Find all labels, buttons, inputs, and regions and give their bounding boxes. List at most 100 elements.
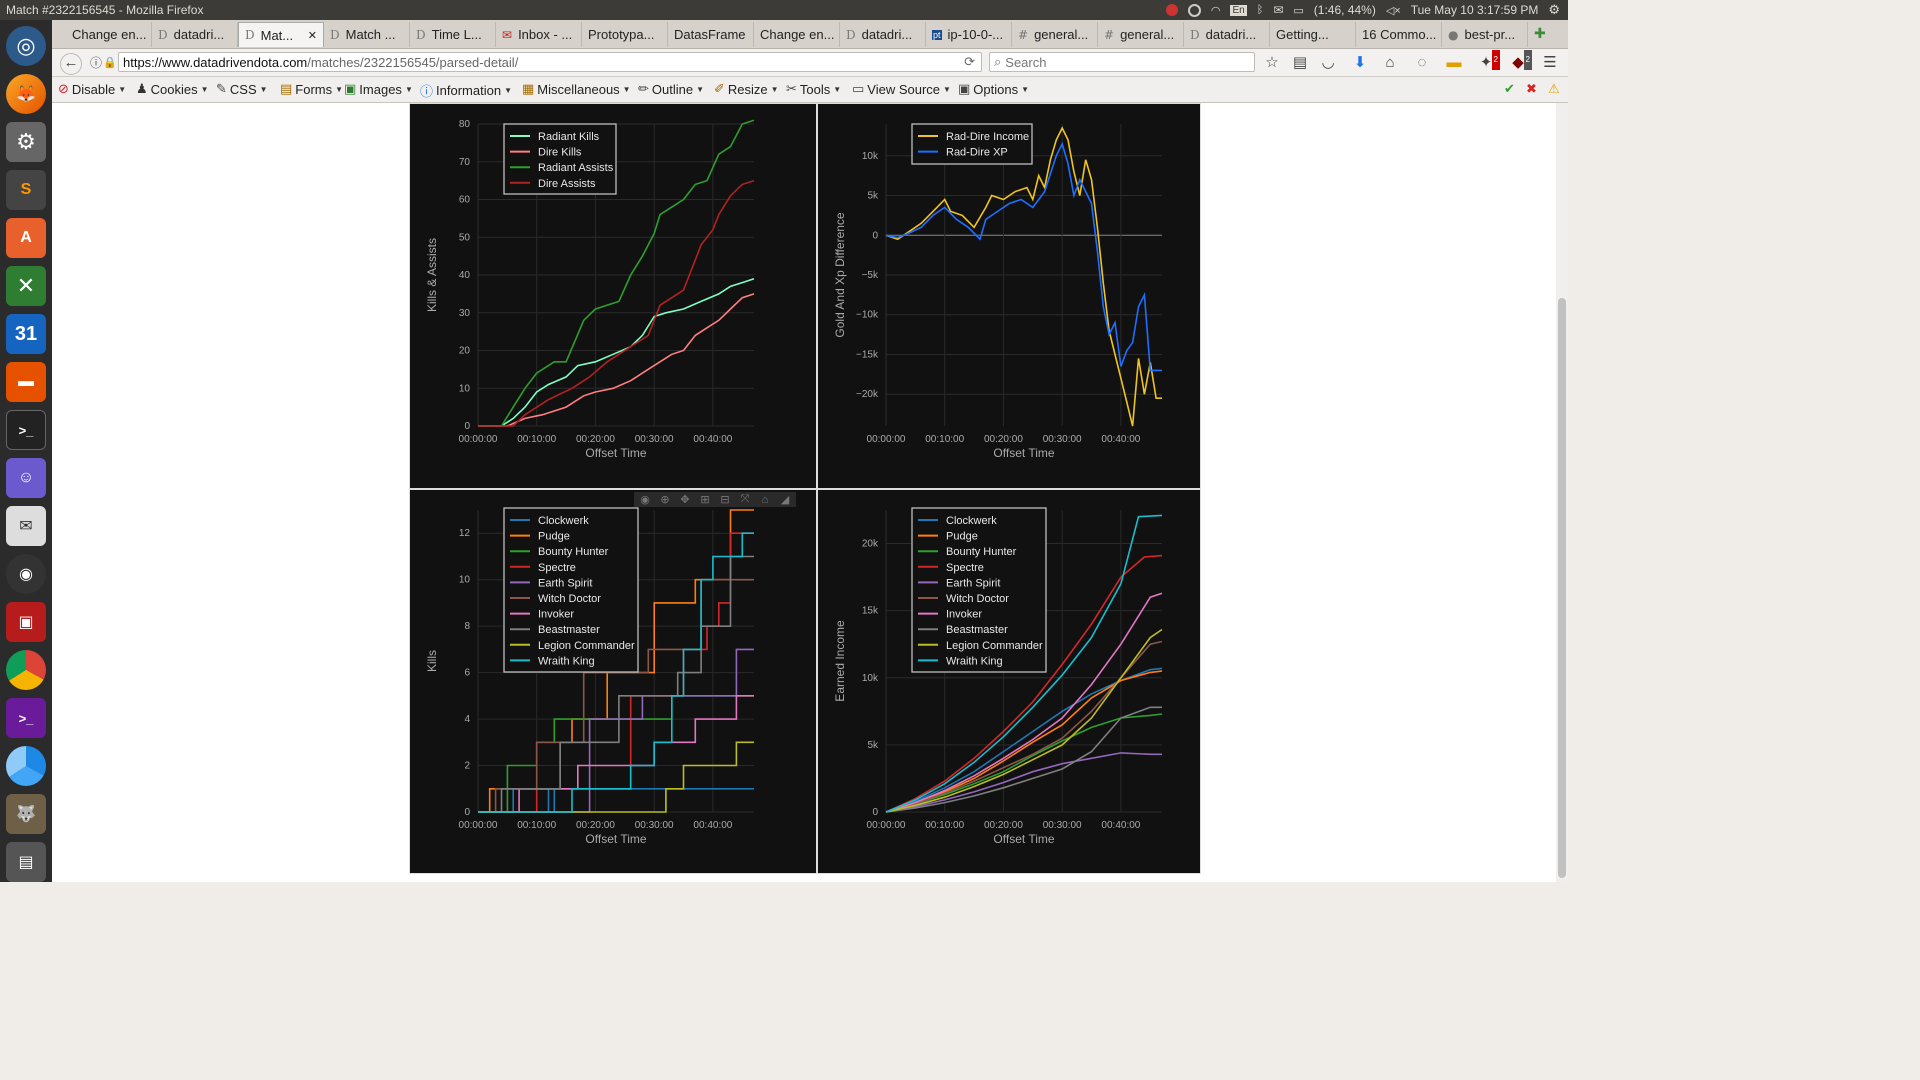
legend-entry[interactable]: Invoker <box>946 609 982 621</box>
series-line-wraith-king[interactable] <box>478 532 754 813</box>
chart-svg[interactable]: 10k 5k 0 −5k −10k −15k −20k 00:00:00 00:10:00 00:… <box>818 104 1200 488</box>
legend-entry[interactable]: Pudge <box>538 531 570 543</box>
browser-tab[interactable]: D Match ... <box>324 22 410 47</box>
series-line-bounty-hunter[interactable] <box>885 713 1163 813</box>
legend-entry[interactable]: Pudge <box>946 531 978 543</box>
plotly-logo-icon[interactable]: ◢ <box>780 494 790 506</box>
legend-entry[interactable]: Bounty Hunter <box>538 546 609 558</box>
browser-tab[interactable]: DatasFrame <box>668 22 754 47</box>
devbar-menu-images[interactable]: ▣ Images ▼ <box>344 81 413 97</box>
trash-icon[interactable]: ▤ <box>6 842 46 882</box>
new-tab-icon[interactable]: ✚ <box>1534 25 1546 41</box>
search-input[interactable]: ⌕ Search <box>989 52 1255 72</box>
steam-icon[interactable]: ◉ <box>6 554 46 594</box>
pidgin-icon[interactable]: ☺ <box>6 458 46 498</box>
clock[interactable]: Tue May 10 3:17:59 PM <box>1410 3 1539 17</box>
legend-entry[interactable]: Dire Assists <box>538 178 596 190</box>
bluetooth-icon[interactable]: ᛒ <box>1256 4 1264 16</box>
legend-entry[interactable]: Legion Commander <box>946 640 1043 652</box>
mail-client-icon[interactable]: ✉ <box>6 506 46 546</box>
series-line-witch-doctor[interactable] <box>885 640 1163 813</box>
url-bar[interactable]: https://www.datadrivendota.com/matches/2… <box>118 52 982 72</box>
reading-list-icon[interactable]: ▤ <box>1292 54 1308 71</box>
remote-desktop-icon[interactable]: ▣ <box>6 602 46 642</box>
menu-hamburger-icon[interactable]: ☰ <box>1543 54 1557 71</box>
legend-entry[interactable]: Clockwerk <box>946 515 997 527</box>
series-line-dire-kills[interactable] <box>478 293 755 427</box>
camera-icon[interactable]: ◉ <box>640 494 650 506</box>
series-line-dire-assists[interactable] <box>478 179 755 427</box>
browser-tab[interactable]: pt ip-10-0-... <box>926 22 1012 47</box>
pocket-icon[interactable]: ◡ <box>1321 54 1335 71</box>
files-icon[interactable]: ▬ <box>6 362 46 402</box>
series-line-rad-dire-income[interactable] <box>885 126 1162 427</box>
legend-entry[interactable]: Bounty Hunter <box>946 546 1017 558</box>
series-line-spectre[interactable] <box>885 554 1163 813</box>
reload-icon[interactable]: ⟳ <box>964 54 975 69</box>
reset-axes-icon[interactable]: ⌂ <box>761 493 769 506</box>
wallet-icon[interactable]: ▬ <box>1446 54 1462 71</box>
chart-svg[interactable]: 0 5k 10k 15k 20k 00:00:00 00:10:00 00:20:00 00:3… <box>818 490 1200 873</box>
series-line-radiant-kills[interactable] <box>478 278 755 427</box>
series-line-legion-commander[interactable] <box>885 628 1163 813</box>
browser-tab[interactable]: ✉ Inbox - ... <box>496 22 582 47</box>
legend-entry[interactable]: Spectre <box>538 562 576 574</box>
chart-panel-hero-earned-income[interactable]: 0 5k 10k 15k 20k 00:00:00 00:10:00 00:20:00 00:3… <box>817 489 1201 874</box>
legend-entry[interactable]: Rad-Dire XP <box>946 147 1008 159</box>
legend-entry[interactable]: Beastmaster <box>946 624 1008 636</box>
devbar-menu-view-source[interactable]: ▭ View Source ▼ <box>852 81 951 97</box>
series-line-invoker[interactable] <box>885 592 1163 813</box>
extension-puzzle-icon[interactable]: ✦ 2 <box>1476 50 1500 73</box>
browser-tab[interactable]: D Mat... ✕ <box>238 22 324 47</box>
series-line-beastmaster[interactable] <box>885 706 1162 813</box>
sublime-text-icon[interactable]: S <box>6 170 46 210</box>
settings-gear-icon[interactable]: ⚙ <box>1548 2 1560 17</box>
devbar-menu-disable[interactable]: ⊘ Disable ▼ <box>58 81 126 97</box>
devbar-menu-options[interactable]: ▣ Options ▼ <box>958 81 1029 97</box>
devbar-menu-forms[interactable]: ▤ Forms ▼ <box>280 81 343 97</box>
warning-icon[interactable]: ⚠ <box>1548 81 1560 96</box>
browser-tab[interactable]: Change en... <box>754 22 840 47</box>
series-line-clockwerk[interactable] <box>478 788 754 813</box>
chart-svg[interactable]: 0 10 20 30 40 50 60 70 80 00:00:00 00:10:00 00:20:0… <box>410 104 816 488</box>
legend-entry[interactable]: Spectre <box>946 562 984 574</box>
legend-entry[interactable]: Earth Spirit <box>946 577 1000 589</box>
ublock-icon[interactable]: ◆ 2 <box>1508 50 1532 73</box>
legend-entry[interactable]: Witch Doctor <box>538 593 601 605</box>
devbar-menu-information[interactable]: ⓘ Information ▼ <box>420 81 512 100</box>
legend-entry[interactable]: Earth Spirit <box>538 577 592 589</box>
spreadsheet-icon[interactable]: ✕ <box>6 266 46 306</box>
legend-entry[interactable]: Radiant Assists <box>538 162 614 174</box>
series-line-earth-spirit[interactable] <box>885 752 1162 813</box>
check-icon[interactable]: ✔ <box>1504 81 1515 96</box>
legend-entry[interactable]: Dire Kills <box>538 147 582 159</box>
devbar-menu-cookies[interactable]: ♟ Cookies ▼ <box>136 81 209 97</box>
devbar-menu-tools[interactable]: ✂ Tools ▼ <box>786 81 841 97</box>
zoom-in-icon[interactable]: ⊞ <box>700 494 710 506</box>
system-settings-icon[interactable]: ⚙ <box>6 122 46 162</box>
gimp-icon[interactable]: 🐺 <box>6 794 46 834</box>
browser-tab[interactable]: Getting... <box>1270 22 1356 47</box>
chat-icon[interactable]: ◌ <box>1417 54 1427 71</box>
chart-panel-gold-xp-difference[interactable]: 10k 5k 0 −5k −10k −15k −20k 00:00:00 00:10:00 00:… <box>817 103 1201 489</box>
series-line-wraith-king[interactable] <box>885 514 1163 813</box>
keyboard-layout[interactable]: En <box>1230 4 1247 16</box>
close-tab-icon[interactable]: ✕ <box>307 29 317 42</box>
pan-icon[interactable]: ✥ <box>680 494 690 506</box>
chart-panel-hero-kills[interactable]: 0 2 4 6 8 10 12 00:00:00 00:10:00 00:20:00 00:30:0… <box>409 489 817 874</box>
browser-tab[interactable]: Change en... <box>66 22 152 47</box>
software-center-icon[interactable]: A <box>6 218 46 258</box>
calendar-icon[interactable]: 31 <box>6 314 46 354</box>
terminal-alt-icon[interactable]: >_ <box>6 698 46 738</box>
scrollbar-thumb[interactable] <box>1558 298 1566 878</box>
series-line-beastmaster[interactable] <box>478 555 754 813</box>
series-line-legion-commander[interactable] <box>478 741 754 813</box>
wifi-icon[interactable]: ◠ <box>1210 4 1221 17</box>
volume-icon[interactable]: ◁× <box>1385 4 1401 17</box>
legend-entry[interactable]: Wraith King <box>946 655 1003 667</box>
zoom-out-icon[interactable]: ⊟ <box>720 494 730 506</box>
series-line-pudge[interactable] <box>885 670 1163 813</box>
legend-entry[interactable]: Invoker <box>538 609 574 621</box>
